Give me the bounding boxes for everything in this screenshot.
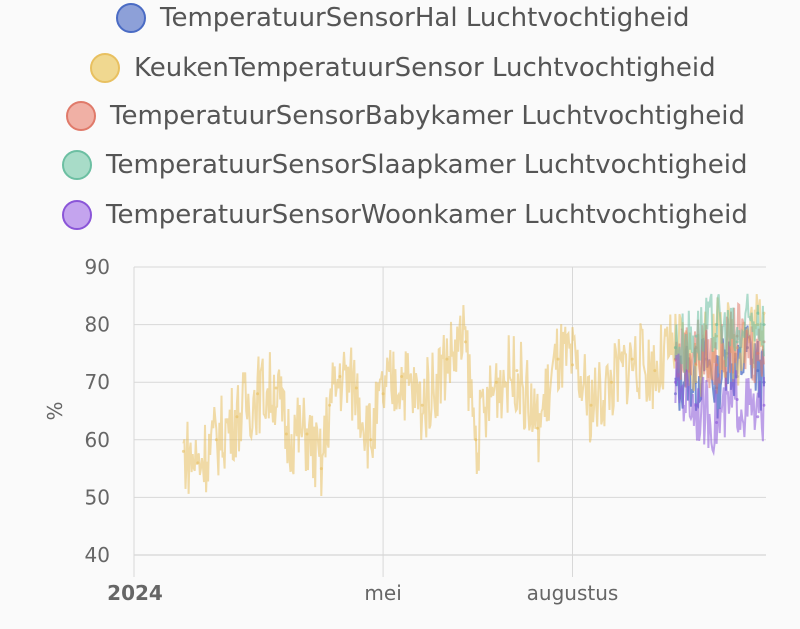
data-point xyxy=(381,392,385,396)
data-point xyxy=(214,438,218,442)
data-point xyxy=(319,467,323,471)
legend-swatch xyxy=(62,200,92,230)
data-point xyxy=(338,374,342,378)
data-point xyxy=(369,438,373,442)
data-point xyxy=(715,421,719,425)
data-point xyxy=(653,369,657,373)
y-tick-label: 70 xyxy=(85,370,110,394)
data-point xyxy=(756,369,760,373)
legend-label: TemperatuurSensorBabykamer Luchtvochtigh… xyxy=(110,101,746,131)
y-tick-label: 80 xyxy=(85,313,110,337)
data-point xyxy=(756,311,760,315)
y-tick-label: 40 xyxy=(85,543,110,567)
data-point xyxy=(420,403,424,407)
data-point xyxy=(694,334,698,338)
x-tick-label: mei xyxy=(364,581,401,605)
data-point xyxy=(494,380,498,384)
y-axis-label: % xyxy=(43,401,67,420)
data-point xyxy=(715,363,719,367)
data-point xyxy=(715,323,719,327)
x-tick-label: 2024 xyxy=(107,581,163,605)
legend-label: TemperatuurSensorHal Luchtvochtigheid xyxy=(160,3,690,33)
legend-label: KeukenTemperatuurSensor Luchtvochtigheid xyxy=(134,53,716,83)
series-line-2 xyxy=(182,294,765,497)
legend-item[interactable]: TemperatuurSensorSlaapkamer Luchtvochtig… xyxy=(62,150,747,180)
data-point xyxy=(694,403,698,407)
legend-item[interactable]: TemperatuurSensorWoonkamer Luchtvochtigh… xyxy=(62,200,748,230)
data-point xyxy=(256,392,260,396)
data-point xyxy=(535,426,539,430)
data-point xyxy=(630,357,634,361)
data-point xyxy=(354,386,358,390)
x-tick-label: augustus xyxy=(527,581,619,605)
series-line-3 xyxy=(674,302,765,394)
data-point xyxy=(445,357,449,361)
data-point xyxy=(181,449,185,453)
data-point xyxy=(274,386,278,390)
data-point xyxy=(235,415,239,419)
data-point xyxy=(756,415,760,419)
legend-label: TemperatuurSensorWoonkamer Luchtvochtigh… xyxy=(106,200,748,230)
legend-swatch xyxy=(62,150,92,180)
series-line-4 xyxy=(674,293,765,374)
data-point xyxy=(762,403,766,407)
data-point xyxy=(400,374,404,378)
data-point xyxy=(515,369,519,373)
data-point xyxy=(305,432,309,436)
data-point xyxy=(610,380,614,384)
y-tick-label: 60 xyxy=(85,428,110,452)
legend-swatch xyxy=(116,3,146,33)
data-point xyxy=(673,346,677,350)
data-point xyxy=(556,357,560,361)
data-point xyxy=(589,403,593,407)
legend-label: TemperatuurSensorSlaapkamer Luchtvochtig… xyxy=(106,150,748,180)
y-tick-label: 50 xyxy=(85,485,110,509)
data-point xyxy=(328,403,332,407)
data-point xyxy=(756,351,760,355)
data-point xyxy=(762,323,766,327)
data-point xyxy=(284,432,288,436)
series-line-5 xyxy=(674,353,765,457)
y-tick-label: 90 xyxy=(85,255,110,279)
data-point xyxy=(735,397,739,401)
data-point xyxy=(196,461,200,465)
legend-item[interactable]: KeukenTemperatuurSensor Luchtvochtigheid xyxy=(90,53,716,83)
data-point xyxy=(463,340,467,344)
data-point xyxy=(570,363,574,367)
data-point xyxy=(474,438,478,442)
legend-swatch xyxy=(66,101,96,131)
legend-swatch xyxy=(90,53,120,83)
legend-item[interactable]: TemperatuurSensorBabykamer Luchtvochtigh… xyxy=(66,101,745,131)
legend-item[interactable]: TemperatuurSensorHal Luchtvochtigheid xyxy=(116,3,690,33)
data-point xyxy=(735,340,739,344)
data-point xyxy=(673,380,677,384)
